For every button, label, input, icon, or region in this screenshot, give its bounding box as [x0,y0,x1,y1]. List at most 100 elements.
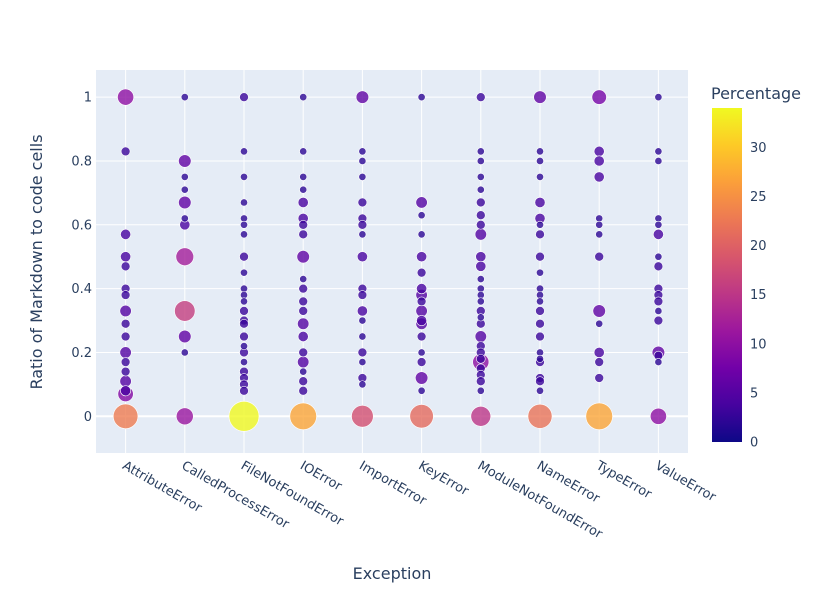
plot-background [96,70,688,453]
data-point [533,90,547,104]
data-point [298,296,308,307]
data-point [351,405,374,428]
data-point [112,403,139,429]
data-point [239,251,249,262]
data-point [536,386,544,395]
data-point [654,157,663,165]
data-point [649,407,667,425]
data-point [180,185,189,194]
data-point [119,375,132,388]
data-point [239,386,249,396]
data-point [593,145,605,157]
data-point [239,306,249,316]
data-point [476,210,486,220]
colorbar-tick-label: 20 [750,239,767,254]
data-point [476,376,486,386]
x-tick-label: TypeError [592,458,654,503]
data-point [654,220,663,229]
data-point [120,261,131,272]
data-point [298,229,308,240]
data-point [534,197,546,208]
data-point [417,386,426,395]
data-point [358,358,367,366]
data-point [120,251,132,263]
data-point [416,315,428,326]
data-point [536,354,544,363]
data-point [535,318,545,329]
data-point [476,275,485,283]
y-tick-label: 1 [84,91,92,106]
data-point [476,172,485,181]
data-point [356,305,368,317]
data-point [409,404,434,429]
data-point [416,267,427,278]
data-point [416,296,427,307]
colorbar-title: Percentage [711,84,801,103]
data-point [298,283,308,294]
data-point [595,230,604,239]
data-point [180,172,189,181]
data-point [593,155,605,167]
data-point [175,247,195,266]
data-point [357,220,368,230]
data-point [239,92,249,102]
data-point [476,92,486,102]
data-point [120,366,131,377]
data-point [475,260,487,272]
data-point [653,315,664,326]
data-point [240,230,248,239]
data-point [415,304,428,318]
data-point [652,228,664,240]
y-tick-label: 0.4 [71,282,92,297]
data-point [416,283,428,295]
data-point [417,211,426,220]
data-point [240,220,248,229]
data-point [180,348,189,357]
data-point [178,329,192,344]
data-point [474,330,487,343]
data-point [240,342,248,351]
data-point [240,147,248,156]
data-point [595,319,604,328]
data-point [356,251,368,263]
data-point [289,402,317,430]
data-point [180,93,189,102]
data-point [119,346,132,359]
data-point [535,251,545,262]
data-point [416,251,428,263]
data-point [593,347,605,358]
data-point [475,251,487,263]
data-point [298,306,308,316]
data-point [536,220,544,229]
data-point [535,229,545,240]
data-point [120,228,132,240]
data-point [476,354,486,364]
y-tick-label: 0 [84,410,92,425]
data-point [297,197,309,208]
data-point [595,220,604,229]
data-point [357,347,368,358]
colorbar [712,108,742,442]
data-point [585,402,613,430]
data-point [357,290,368,300]
data-point [299,367,308,376]
data-point [654,147,663,156]
data-point [535,331,545,342]
data-point [536,268,544,277]
data-point [527,403,553,429]
data-point [417,348,426,357]
data-point [120,385,132,397]
data-point [417,93,426,102]
data-point [240,268,248,277]
colorbar-tick-label: 30 [750,141,767,156]
data-point [178,154,192,168]
data-point [536,147,544,156]
data-point [357,197,368,208]
data-point [594,251,604,262]
data-point [654,252,663,261]
data-point [476,386,485,395]
x-tick-label: CalledProcessError [179,458,292,532]
data-point [298,220,308,230]
data-point [476,185,485,194]
